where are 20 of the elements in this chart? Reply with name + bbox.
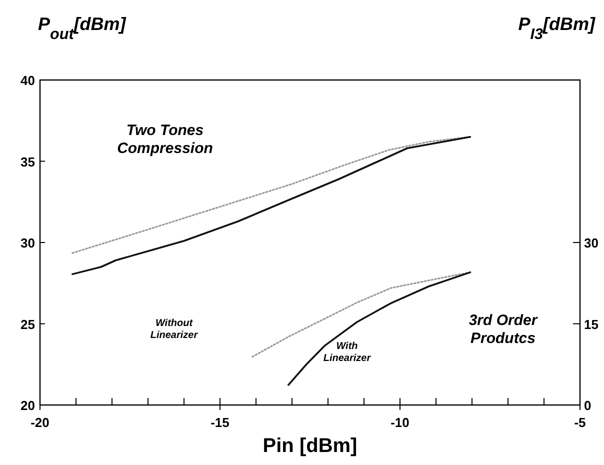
x-tick-label: -5 — [574, 415, 586, 430]
x-tick-label: -10 — [390, 415, 410, 430]
y-tick-label: 25 — [20, 316, 35, 332]
y2-tick-label: 15 — [584, 316, 598, 332]
y-tick-label: 40 — [20, 73, 35, 88]
x-axis-title: Pin [dBm] — [262, 435, 358, 457]
y-tick-label: 35 — [20, 154, 35, 170]
x-tick-label: -15 — [210, 415, 230, 430]
x-tick-label: -20 — [30, 415, 50, 430]
y2-tick-label: 0 — [584, 398, 592, 413]
annotation: Without Linearizer — [150, 318, 199, 341]
line-series — [72, 136, 472, 276]
annotation: With Linearizer — [323, 341, 372, 364]
y-tick-label: 20 — [20, 398, 35, 413]
y2-axis-title: P$_{I3}$[dBm] — [518, 14, 596, 42]
y-tick-label: 30 — [20, 236, 35, 250]
y2-tick-label: 30 — [584, 236, 598, 250]
y-axis-title: P$_{out}$[dBm] — [38, 14, 127, 42]
annotation: 3rd Order Produtcs — [468, 312, 538, 347]
annotation: Two Tones Compression — [117, 122, 213, 157]
